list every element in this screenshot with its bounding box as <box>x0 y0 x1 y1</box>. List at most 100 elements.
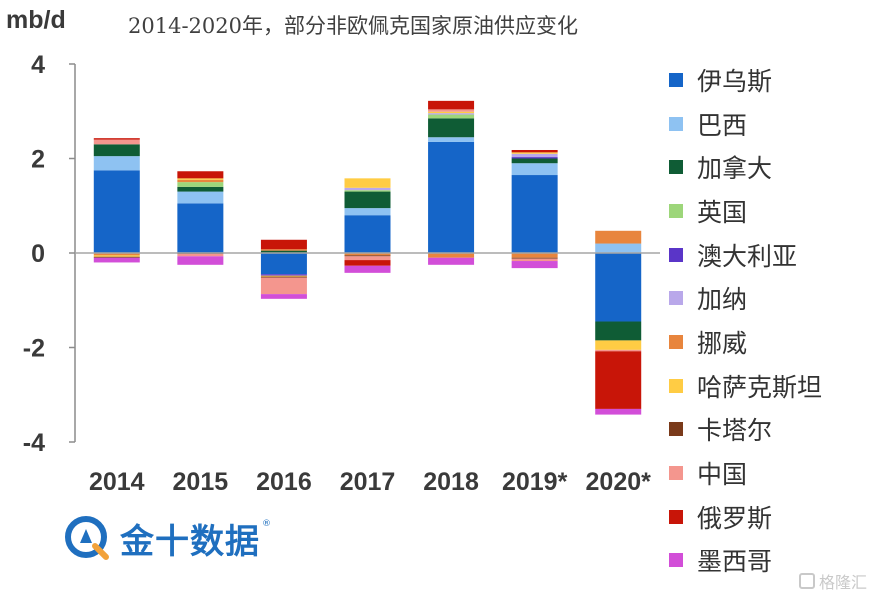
bar-segment <box>595 340 642 350</box>
bar-segment <box>511 158 558 164</box>
bar-segment <box>595 253 642 322</box>
bar-segment <box>344 253 391 256</box>
legend-swatch <box>669 247 683 262</box>
bar-segment <box>428 253 475 258</box>
y-axis-unit-label: mb/d <box>6 6 66 34</box>
x-tick-label: 2019* <box>502 468 568 496</box>
bar-segment <box>428 141 475 253</box>
legend-label: 哈萨克斯坦 <box>697 372 823 402</box>
legend-item: 墨西哥 <box>669 539 869 583</box>
bar-segment <box>511 152 558 154</box>
legend-item: 加纳 <box>669 276 869 320</box>
watermark-text: 格隆汇 <box>818 573 867 592</box>
bar-segment <box>344 215 391 253</box>
legend-label: 伊乌斯 <box>697 66 773 96</box>
bar-segment <box>260 294 307 299</box>
bar-segment <box>428 137 475 142</box>
y-tick-label: 4 <box>31 51 45 79</box>
x-tick-label: 2014 <box>89 468 145 496</box>
legend-item: 加拿大 <box>669 145 869 189</box>
bar-segment <box>595 351 642 409</box>
chart-legend: 伊乌斯巴西加拿大英国澳大利亚 加纳 挪威哈萨克斯坦卡塔尔中国俄罗斯墨西哥 <box>669 58 869 582</box>
bar-segment <box>511 153 558 158</box>
bar-segment <box>260 250 307 253</box>
legend-label: 墨西哥 <box>697 547 773 577</box>
bar-segment <box>595 349 642 352</box>
bar-segment <box>260 276 307 278</box>
bar-segment <box>260 239 307 250</box>
bar-segment <box>428 109 475 112</box>
bar-segment <box>511 175 558 253</box>
legend-item: 卡塔尔 <box>669 408 869 452</box>
bar-segment <box>177 171 224 179</box>
bar-segment <box>177 182 224 187</box>
y-tick-label: 0 <box>31 240 45 268</box>
bar-segment <box>595 243 642 253</box>
legend-swatch <box>669 378 683 393</box>
watermark-icon <box>798 573 815 589</box>
legend-label: 俄罗斯 <box>697 503 773 533</box>
bar-segment <box>93 156 140 171</box>
bar-segment <box>511 163 558 176</box>
bar-segment <box>595 230 642 244</box>
bar-segment <box>93 139 140 145</box>
bar-segment <box>260 274 307 276</box>
bar-segment <box>93 253 140 256</box>
bar-segment <box>260 277 307 295</box>
bar-segment <box>595 408 642 415</box>
bar-segment <box>93 144 140 157</box>
legend-item: 中国 <box>669 451 869 495</box>
bar-segment <box>511 253 558 258</box>
legend-swatch <box>669 509 683 524</box>
bar-segment <box>511 258 558 262</box>
y-tick-label: -4 <box>23 429 45 457</box>
bar-segment <box>428 257 475 265</box>
bar-segment <box>511 157 558 159</box>
legend-swatch <box>669 160 683 175</box>
bar-segment <box>93 255 140 257</box>
legend-item: 俄罗斯 <box>669 495 869 539</box>
bar-segment <box>344 260 391 266</box>
x-tick-label: 2015 <box>173 468 229 496</box>
jin10-logo-icon <box>65 516 109 560</box>
x-tick-label: 2017 <box>340 468 396 496</box>
bar-segment <box>177 186 224 192</box>
bar-segment <box>177 191 224 204</box>
legend-item: 巴西 <box>669 102 869 146</box>
bar-segment <box>344 208 391 216</box>
bar-segment <box>177 256 224 265</box>
chart-title: 2014-2020年，部分非欧佩克国家原油供应变化 <box>128 14 578 38</box>
jin10-logo-text: 金十数据 <box>120 521 260 562</box>
legend-swatch <box>669 291 683 306</box>
bar-segment <box>344 256 391 261</box>
bar-segment <box>428 114 475 119</box>
bar-segment <box>177 179 224 183</box>
bar-segment <box>344 178 391 188</box>
legend-item: 哈萨克斯坦 <box>669 364 869 408</box>
registered-mark: ® <box>262 519 271 529</box>
bar-segment <box>93 257 140 263</box>
bar-segment <box>511 257 558 259</box>
legend-label: 卡塔尔 <box>697 416 773 446</box>
legend-swatch <box>669 116 683 131</box>
x-tick-label: 2020* <box>586 468 652 496</box>
bar-segment <box>260 275 307 277</box>
bar-segment <box>260 249 307 251</box>
y-tick-label: 2 <box>31 146 45 174</box>
bar-segment <box>260 253 307 275</box>
bar-segment <box>177 178 224 180</box>
bar-segment <box>344 191 391 209</box>
legend-item: 挪威 <box>669 320 869 364</box>
bar-segment <box>428 118 475 138</box>
bar-segment <box>93 256 140 258</box>
bar-segment <box>428 113 475 115</box>
x-tick-label: 2018 <box>423 468 479 496</box>
legend-item: 澳大利亚 <box>669 233 869 277</box>
legend-label: 英国 <box>697 197 748 227</box>
jin10-logo: 金十数据 ® <box>62 513 271 563</box>
legend-swatch <box>669 466 683 481</box>
legend-label: 巴西 <box>697 110 748 140</box>
bar-segment <box>428 111 475 114</box>
bar-segment <box>511 149 558 153</box>
